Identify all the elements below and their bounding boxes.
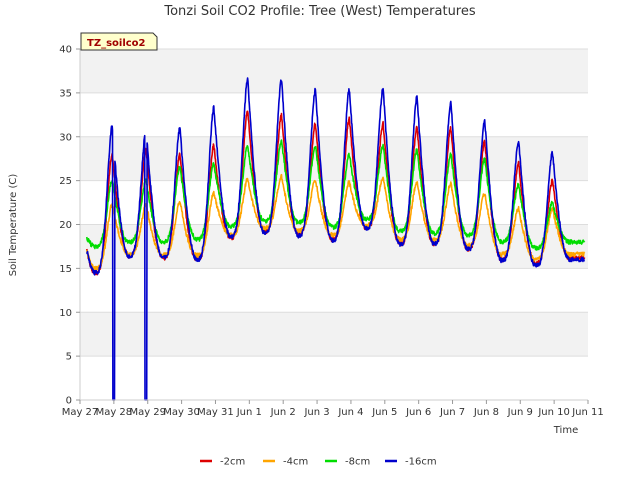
legend-label: -2cm xyxy=(220,457,245,468)
x-tick-label: May 28 xyxy=(96,407,133,418)
x-tick-label: Jun 11 xyxy=(571,407,604,418)
legend-label: -8cm xyxy=(345,457,370,468)
legend: -2cm -4cm -8cm -16cm xyxy=(200,457,437,468)
grid-band xyxy=(80,312,588,357)
grid-bands xyxy=(80,49,588,357)
x-axis-label: Time xyxy=(553,425,578,436)
chart-title: Tonzi Soil CO2 Profile: Tree (West) Temp… xyxy=(163,4,476,19)
x-tick-label: Jun 10 xyxy=(537,407,570,418)
y-tick-label: 40 xyxy=(59,45,72,56)
grid-band xyxy=(80,49,588,93)
y-tick-label: 20 xyxy=(59,220,72,231)
x-tick-label: Jun 8 xyxy=(473,407,499,418)
y-tick-label: 30 xyxy=(59,132,72,143)
x-tick-label: May 31 xyxy=(197,407,234,418)
y-tick-label: 35 xyxy=(59,88,72,99)
x-tick-label: Jun 9 xyxy=(507,407,533,418)
legend-label: -16cm xyxy=(405,457,437,468)
gridlines xyxy=(80,48,588,401)
series-line-m8cm xyxy=(86,139,586,251)
y-tick-label: 25 xyxy=(59,176,72,187)
y-axis-ticks: 0 5 10 15 20 25 30 35 40 xyxy=(59,45,80,407)
x-tick-label: Jun 3 xyxy=(303,407,329,418)
series-line-m4cm xyxy=(86,173,586,272)
y-tick-label: 15 xyxy=(59,264,72,275)
x-tick-label: May 29 xyxy=(129,407,166,418)
badge-box xyxy=(80,32,158,51)
badge-label: TZ_soilco2 xyxy=(87,38,146,49)
series-line-m16cm xyxy=(86,77,586,401)
x-tick-label: Jun 2 xyxy=(270,407,296,418)
x-tick-label: Jun 7 xyxy=(439,407,465,418)
x-tick-label: May 30 xyxy=(163,407,200,418)
grid-band xyxy=(80,136,588,181)
legend-label: -4cm xyxy=(283,457,308,468)
y-axis-label: Soil Temperature (C) xyxy=(8,174,19,277)
x-tick-label: Jun 6 xyxy=(405,407,431,418)
y-tick-label: 5 xyxy=(66,352,72,363)
series-layer xyxy=(86,77,586,401)
y-tick-label: 10 xyxy=(59,308,72,319)
y-tick-label: 0 xyxy=(66,396,72,407)
x-tick-label: Jun 4 xyxy=(337,407,363,418)
x-tick-label: Jun 5 xyxy=(371,407,397,418)
x-tick-label: May 27 xyxy=(62,407,99,418)
x-tick-label: Jun 1 xyxy=(236,407,262,418)
site-badge: TZ_soilco2 xyxy=(80,32,158,51)
